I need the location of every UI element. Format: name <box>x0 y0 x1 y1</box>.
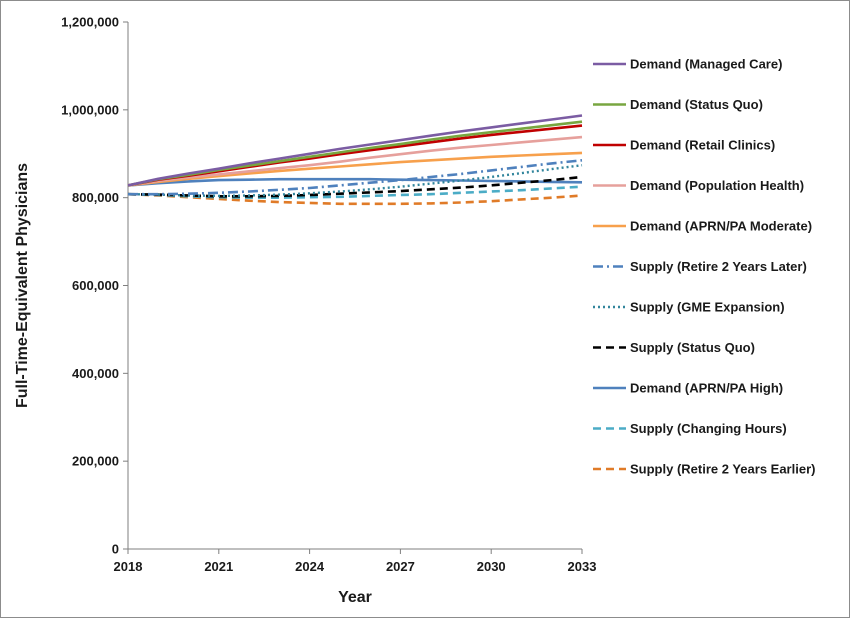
legend-label: Demand (Status Quo) <box>630 97 763 112</box>
series-line <box>127 185 583 199</box>
y-tick-label: 200,000 <box>72 454 119 469</box>
y-tick-label: 0 <box>112 542 119 557</box>
x-tick-label: 2018 <box>114 559 143 574</box>
legend-label: Demand (Population Health) <box>630 178 804 193</box>
y-tick-label: 600,000 <box>72 278 119 293</box>
x-tick-label: 2027 <box>386 559 415 574</box>
series-line <box>127 175 583 198</box>
legend-label: Supply (GME Expansion) <box>630 300 785 315</box>
legend-label: Supply (Status Quo) <box>630 340 755 355</box>
y-axis-ticks: 0 200,000 400,000 600,000 800,000 1,000,000 1,… <box>61 15 128 557</box>
series-line <box>127 135 583 187</box>
legend-label: Demand (APRN/PA Moderate) <box>630 219 812 234</box>
x-axis-title: Year <box>338 589 372 606</box>
legend: Demand (Managed Care) Demand (Status Quo)… <box>593 57 815 477</box>
series-lines <box>127 114 583 206</box>
legend-label: Supply (Retire 2 Years Earlier) <box>630 462 815 477</box>
x-tick-label: 2030 <box>477 559 506 574</box>
y-tick-label: 800,000 <box>72 190 119 205</box>
y-tick-label: 400,000 <box>72 366 119 381</box>
series-line <box>127 151 583 187</box>
y-axis-title: Full-Time-Equivalent Physicians <box>14 163 31 408</box>
series-line <box>128 159 583 196</box>
x-tick-label: 2021 <box>204 559 233 574</box>
series-line <box>127 177 583 187</box>
x-axis-ticks: 2018 2021 2024 2027 2030 2033 <box>114 549 597 574</box>
legend-label: Demand (Managed Care) <box>630 57 782 72</box>
legend-label: Supply (Changing Hours) <box>630 421 787 436</box>
y-tick-label: 1,000,000 <box>61 102 119 117</box>
x-tick-label: 2033 <box>568 559 597 574</box>
legend-label: Supply (Retire 2 Years Later) <box>630 259 807 274</box>
y-tick-label: 1,200,000 <box>61 15 119 30</box>
series-line <box>127 164 583 198</box>
series-line <box>127 114 583 187</box>
series-line <box>127 192 583 206</box>
legend-label: Demand (APRN/PA High) <box>630 381 783 396</box>
legend-label: Demand (Retail Clinics) <box>630 138 775 153</box>
x-tick-label: 2024 <box>295 559 325 574</box>
